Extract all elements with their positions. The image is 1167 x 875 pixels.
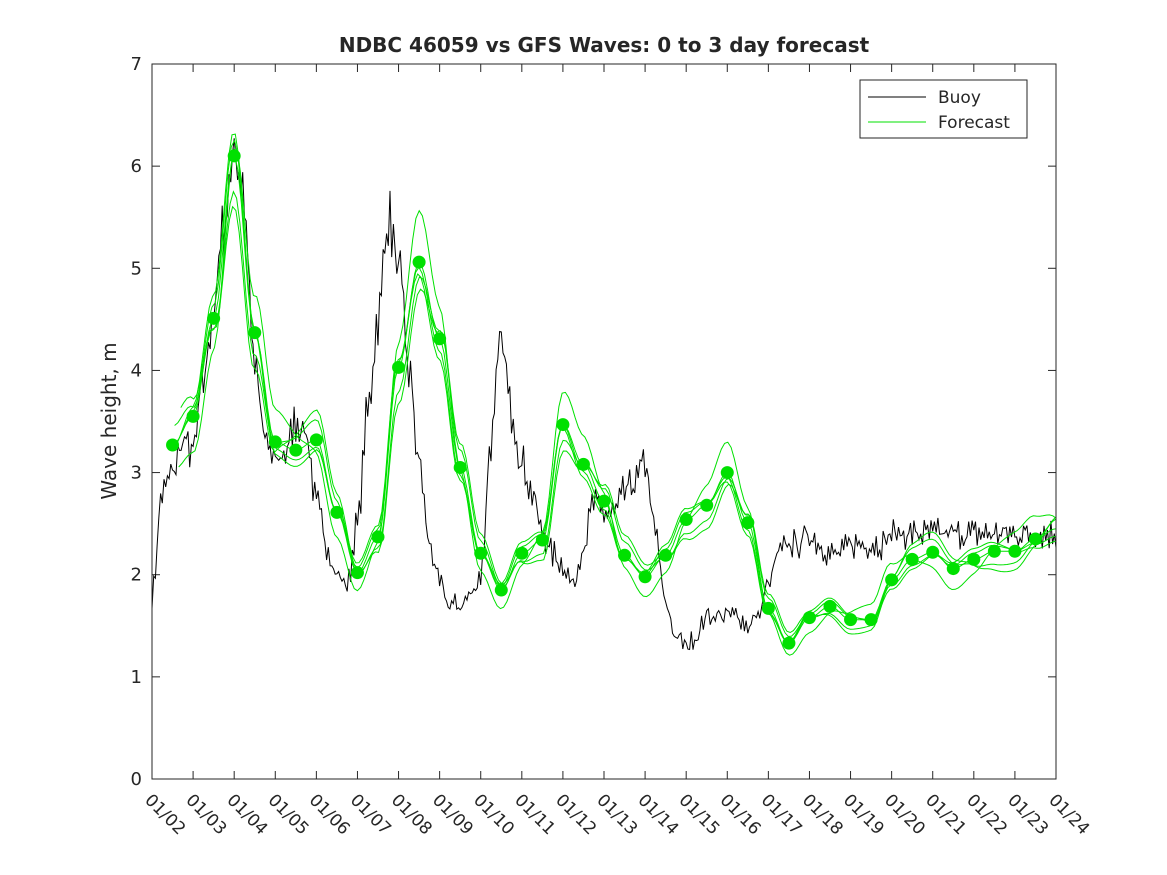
x-tick-label: 01/20 <box>880 790 929 839</box>
y-tick-label: 5 <box>131 258 142 279</box>
forecast-point <box>474 546 488 560</box>
x-tick-label: 01/16 <box>716 790 765 839</box>
y-tick-label: 7 <box>131 54 142 75</box>
forecast-point <box>823 599 837 613</box>
forecast-point <box>700 498 714 512</box>
y-tick-label: 2 <box>131 565 142 586</box>
y-tick-label: 4 <box>131 360 142 381</box>
x-tick-label: 01/17 <box>757 790 806 839</box>
legend: Buoy Forecast <box>859 79 1028 139</box>
forecast-point <box>638 570 652 584</box>
y-tick-label: 1 <box>131 667 142 688</box>
forecast-point <box>248 326 262 340</box>
forecast-line <box>172 154 1057 644</box>
forecast-point <box>227 149 241 163</box>
forecast-point <box>494 583 508 597</box>
x-tick-label: 01/10 <box>469 790 518 839</box>
x-tick-label: 01/13 <box>592 790 641 839</box>
x-tick-label: 01/11 <box>510 790 559 839</box>
y-tick-labels: 0 1 2 3 4 5 6 7 <box>131 54 142 790</box>
x-tick-label: 01/23 <box>1003 790 1052 839</box>
x-tick-label: 01/19 <box>839 790 888 839</box>
forecast-point <box>761 601 775 615</box>
forecast-point <box>350 566 364 580</box>
forecast-line <box>178 148 1057 656</box>
x-tick-label: 01/22 <box>962 790 1011 839</box>
y-tick-label: 3 <box>131 463 142 484</box>
forecast-point <box>392 360 406 374</box>
forecast-line <box>180 205 1057 635</box>
legend-buoy-label: Buoy <box>938 88 981 108</box>
y-tick-label: 0 <box>131 769 142 790</box>
x-tick-label: 01/07 <box>346 790 395 839</box>
chart-title: NDBC 46059 vs GFS Waves: 0 to 3 day fore… <box>339 33 870 57</box>
forecast-point <box>926 545 940 559</box>
forecast-point <box>556 418 570 432</box>
x-tick-label: 01/09 <box>428 790 477 839</box>
forecast-point <box>186 409 200 423</box>
forecast-point <box>597 494 611 508</box>
y-axis-label: Wave height, m <box>97 342 121 499</box>
forecast-point <box>905 552 919 566</box>
forecast-point <box>720 466 734 480</box>
forecast-point <box>535 533 549 547</box>
forecast-point <box>412 255 426 269</box>
forecast-point <box>618 548 632 562</box>
x-tick-label: 01/15 <box>675 790 724 839</box>
forecast-point <box>802 611 816 625</box>
forecast-point <box>782 636 796 650</box>
plot-area-frame <box>151 63 1057 780</box>
forecast-point <box>1028 532 1042 546</box>
forecast-point <box>576 457 590 471</box>
x-tick-label: 01/03 <box>182 790 231 839</box>
y-tick-label: 6 <box>131 156 142 177</box>
x-tick-label: 01/14 <box>634 790 683 839</box>
forecast-series <box>166 133 1057 656</box>
forecast-point <box>864 613 878 627</box>
forecast-point <box>166 438 180 452</box>
forecast-point <box>659 548 673 562</box>
buoy-series <box>151 138 1057 651</box>
forecast-point <box>741 516 755 530</box>
x-tick-label: 01/18 <box>798 790 847 839</box>
forecast-point <box>987 544 1001 558</box>
forecast-point <box>946 562 960 576</box>
forecast-point <box>453 460 467 474</box>
forecast-line <box>182 138 1057 644</box>
forecast-point <box>885 573 899 587</box>
x-tick-label: 01/12 <box>551 790 600 839</box>
forecast-point <box>268 435 282 449</box>
forecast-point <box>309 433 323 447</box>
forecast-point <box>844 613 858 627</box>
forecast-point <box>679 513 693 527</box>
x-tick-label: 01/24 <box>1044 790 1093 839</box>
forecast-line <box>174 190 1057 638</box>
forecast-point <box>207 311 221 325</box>
forecast-point <box>515 546 529 560</box>
x-tick-label: 01/06 <box>305 790 354 839</box>
x-tick-labels: 01/0201/0301/0401/0501/0601/0701/0801/09… <box>140 790 1093 839</box>
forecast-point <box>967 552 981 566</box>
buoy-line <box>151 138 1057 651</box>
legend-forecast-label: Forecast <box>938 113 1010 133</box>
x-tick-label: 01/04 <box>223 790 272 839</box>
legend-box <box>859 79 1028 139</box>
tick-marks <box>151 63 1057 780</box>
forecast-point <box>289 443 303 457</box>
forecast-line <box>176 133 1057 644</box>
forecast-point <box>433 332 447 346</box>
x-tick-label: 01/21 <box>921 790 970 839</box>
x-tick-label: 01/02 <box>140 790 189 839</box>
forecast-point <box>371 530 385 544</box>
x-tick-label: 01/08 <box>387 790 436 839</box>
forecast-point <box>330 505 344 519</box>
forecast-point <box>1008 544 1022 558</box>
x-tick-label: 01/05 <box>264 790 313 839</box>
